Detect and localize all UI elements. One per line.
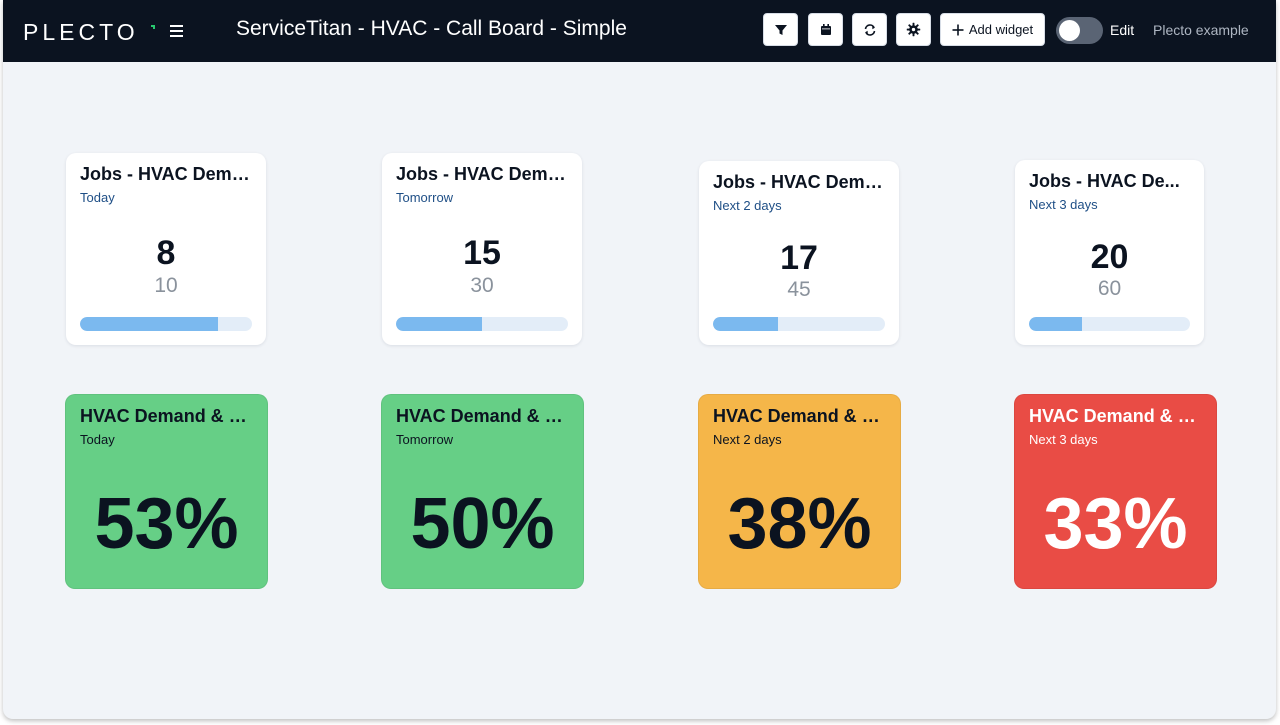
logo-accent-icon (150, 25, 155, 29)
hamburger-menu-icon[interactable] (166, 20, 188, 42)
number-widget[interactable]: Jobs - HVAC Dema... Today 8 10 (66, 153, 266, 345)
widget-title: Jobs - HVAC Dema... (80, 164, 256, 184)
widget-target: 60 (1097, 277, 1122, 300)
dashboard-title: ServiceTitan - HVAC - Call Board - Simpl… (236, 17, 627, 40)
settings-button[interactable] (896, 13, 931, 46)
widget-percentage: 53% (94, 484, 239, 564)
settings-icon (906, 22, 921, 37)
toggle-knob (1059, 20, 1080, 41)
progress-bar-fill (80, 317, 218, 331)
plus-icon (952, 24, 964, 35)
calendar-icon (820, 23, 831, 35)
percentage-widget[interactable]: HVAC Demand & M... Today 53% (65, 394, 268, 589)
add-widget-button[interactable]: Add widget (940, 13, 1045, 46)
widget-value: 20 (1090, 238, 1129, 276)
percentage-widget[interactable]: HVAC Demand & M... Next 3 days 33% (1014, 394, 1217, 589)
widget-period: Next 3 days (1029, 432, 1098, 447)
number-widget[interactable]: Jobs - HVAC De... Next 3 days 20 60 (1015, 160, 1204, 345)
percentage-widget[interactable]: HVAC Demand & M... Tomorrow 50% (381, 394, 584, 589)
widget-percentage: 38% (727, 484, 872, 564)
widget-target: 30 (470, 274, 494, 297)
top-bar: PLECTO ServiceTitan - HVAC - Call Board … (3, 0, 1276, 62)
widget-title: Jobs - HVAC Dema... (396, 164, 572, 184)
widget-value: 15 (463, 234, 501, 272)
widget-period: Next 2 days (713, 198, 782, 213)
progress-bar (713, 317, 885, 331)
widget-period: Tomorrow (396, 190, 454, 205)
widget-title: HVAC Demand & M... (396, 406, 574, 426)
widget-period: Today (80, 432, 115, 447)
filter-icon (774, 24, 787, 35)
filter-button[interactable] (763, 13, 798, 46)
widget-target: 10 (154, 274, 178, 297)
progress-bar-fill (396, 317, 482, 331)
account-name[interactable]: Plecto example (1153, 22, 1249, 38)
widget-title: HVAC Demand & M... (80, 406, 258, 426)
edit-mode-toggle[interactable] (1056, 17, 1103, 44)
widget-period: Next 3 days (1029, 197, 1098, 212)
number-widget[interactable]: Jobs - HVAC Dema... Next 2 days 17 45 (699, 161, 899, 345)
plecto-logo[interactable]: PLECTO (23, 18, 156, 46)
edit-label: Edit (1110, 22, 1135, 38)
widget-percentage: 33% (1043, 484, 1188, 564)
widget-percentage: 50% (410, 484, 555, 564)
progress-bar (80, 317, 252, 331)
widget-period: Tomorrow (396, 432, 454, 447)
progress-bar-fill (713, 317, 779, 331)
widget-title: HVAC Demand & M... (713, 406, 891, 426)
widget-title: Jobs - HVAC Dema... (713, 172, 889, 192)
percentage-widget[interactable]: HVAC Demand & M... Next 2 days 38% (698, 394, 901, 589)
number-widget[interactable]: Jobs - HVAC Dema... Tomorrow 15 30 (382, 153, 582, 345)
dashboard-window: PLECTO ServiceTitan - HVAC - Call Board … (3, 0, 1276, 719)
progress-bar (396, 317, 568, 331)
widget-value: 8 (156, 234, 176, 272)
widget-title: HVAC Demand & M... (1029, 406, 1207, 426)
add-widget-label: Add widget (968, 22, 1034, 37)
refresh-icon (864, 23, 875, 36)
widget-value: 17 (780, 239, 818, 277)
progress-bar (1029, 317, 1190, 331)
logo-text: PLECTO (23, 18, 139, 45)
widget-period: Next 2 days (713, 432, 782, 447)
progress-bar-fill (1029, 317, 1083, 331)
widget-period: Today (80, 190, 115, 205)
date-range-button[interactable] (808, 13, 843, 46)
refresh-button[interactable] (852, 13, 887, 46)
widget-target: 45 (787, 278, 811, 301)
widget-title: Jobs - HVAC De... (1029, 171, 1180, 191)
